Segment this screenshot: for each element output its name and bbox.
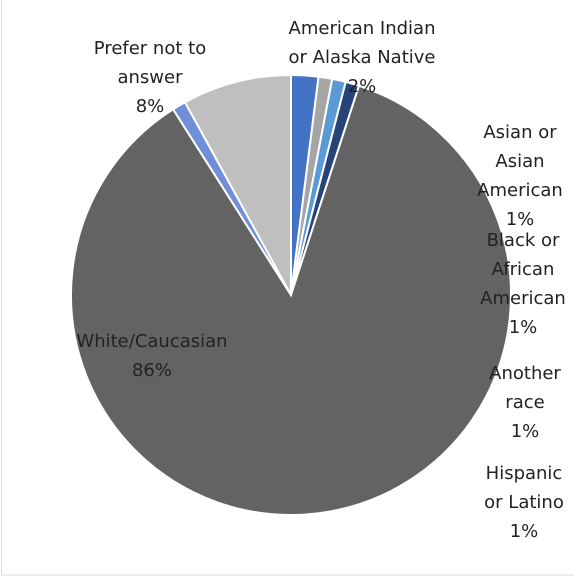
value-label: 1% (508, 316, 538, 338)
data-label: Hispanic or Latino 1% (477, 459, 572, 546)
value-label: 1% (505, 208, 535, 230)
data-label: Another race 1% (478, 359, 573, 446)
pie-slice (183, 73, 292, 296)
category-label: American Indian or Alaska Native (288, 17, 436, 68)
data-label: Black or African American 1% (476, 226, 571, 342)
value-label: 86% (131, 359, 172, 381)
category-label: Another race (489, 362, 561, 413)
data-label: Prefer not to answer 8% (85, 34, 215, 121)
category-label: Prefer not to answer (93, 37, 207, 88)
value-label: 1% (510, 420, 540, 442)
value-label: 8% (135, 95, 165, 117)
value-label: 2% (347, 75, 377, 97)
data-label: White/Caucasian 86% (52, 327, 252, 385)
category-label: Black or African American (480, 229, 566, 309)
pie-slice (70, 84, 512, 516)
category-label: White/Caucasian (76, 330, 228, 352)
category-label: Asian or Asian American (477, 121, 563, 201)
data-label: American Indian or Alaska Native 2% (280, 14, 445, 101)
value-label: 1% (509, 520, 539, 542)
category-label: Hispanic or Latino (484, 462, 564, 513)
data-label: Asian or Asian American 1% (473, 118, 568, 234)
